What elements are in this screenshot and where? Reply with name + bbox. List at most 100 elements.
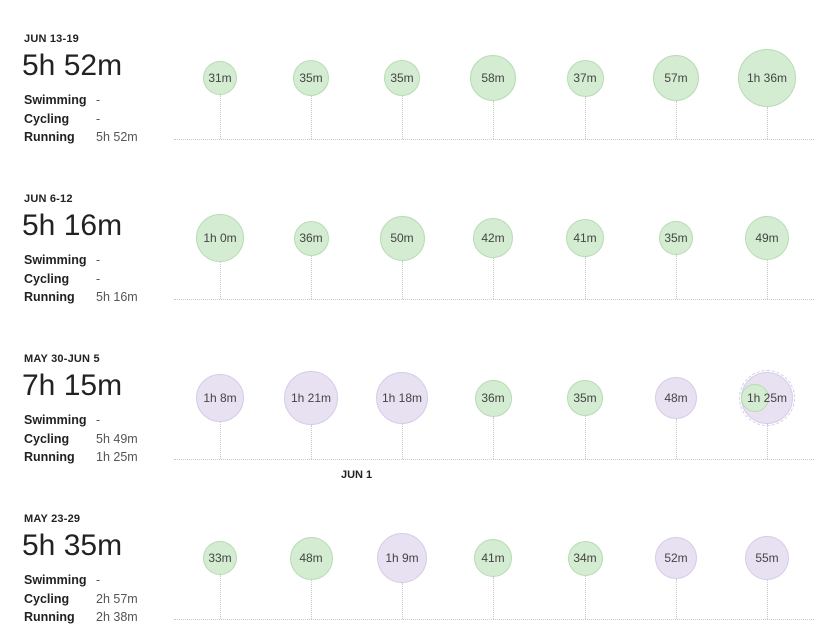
sport-summary-row: Swimming - [24, 252, 100, 268]
sport-name: Swimming [24, 573, 87, 587]
day-duration-label: 1h 9m [385, 551, 419, 565]
day-stem [493, 577, 494, 619]
day-duration-label: 48m [664, 391, 688, 405]
day-activity-bubble[interactable]: 58m [470, 55, 516, 101]
sport-summary-row: Swimming - [24, 92, 100, 108]
week-total-time: 5h 16m [22, 209, 123, 242]
sport-duration: - [96, 93, 101, 107]
week-baseline [174, 459, 814, 460]
day-activity-bubble[interactable]: 35m [567, 380, 603, 416]
sport-duration: 2h 57m [96, 591, 138, 606]
sport-name: Running [24, 610, 75, 624]
day-duration-label: 58m [481, 71, 505, 85]
sport-name: Running [24, 130, 75, 144]
sport-duration: 5h 16m [96, 290, 138, 304]
day-stem [220, 575, 221, 619]
week-range-label: MAY 30-JUN 5 [24, 353, 100, 365]
day-duration-label: 35m [573, 391, 597, 405]
day-duration-label: 36m [299, 231, 323, 245]
week-total-time: 7h 15m [22, 369, 123, 402]
day-stem [311, 96, 312, 139]
day-stem [767, 424, 768, 459]
day-activity-bubble[interactable]: 41m [566, 219, 604, 257]
sport-summary-row: Cycling - [24, 111, 100, 127]
day-activity-bubble[interactable]: 1h 21m [284, 371, 338, 425]
week-summary: JUN 13-19 5h 52m Swimming - Cycling - Running 5… [0, 0, 820, 160]
day-stem [311, 425, 312, 459]
day-stem [585, 416, 586, 459]
day-activity-bubble[interactable]: 37m [566, 59, 604, 97]
day-duration-label: 41m [573, 231, 597, 245]
sport-summary-row: Running 5h 16m [24, 289, 138, 305]
day-activity-bubble[interactable]: 1h 0m [196, 214, 244, 262]
sport-summary-row: Swimming - [24, 572, 100, 588]
day-activity-bubble[interactable]: 49m [745, 216, 789, 260]
day-duration-label: 35m [664, 231, 688, 245]
week-summary: JUN 6-12 5h 16m Swimming - Cycling - Running 5h… [0, 160, 820, 320]
day-activity-bubble[interactable]: 31m [203, 61, 237, 95]
running-sub-bubble [741, 384, 769, 412]
sport-name: Running [24, 450, 75, 464]
day-activity-bubble[interactable]: 41m [474, 539, 512, 577]
day-duration-label: 37m [573, 71, 597, 85]
day-duration-label: 57m [664, 71, 688, 85]
sport-duration: 2h 38m [96, 610, 138, 624]
week-baseline [174, 139, 814, 140]
sport-summary-row: Swimming - [24, 412, 100, 428]
sport-name: Swimming [24, 413, 87, 427]
sport-summary-row: Cycling - [24, 271, 100, 287]
day-stem [767, 580, 768, 619]
day-stem [493, 416, 494, 459]
day-duration-label: 1h 0m [203, 231, 237, 245]
day-activity-bubble[interactable]: 48m [655, 377, 697, 419]
day-activity-bubble[interactable]: 1h 8m [196, 374, 244, 422]
day-duration-label: 36m [481, 391, 505, 405]
sport-duration: - [96, 111, 101, 126]
day-activity-bubble[interactable]: 1h 25m [739, 370, 795, 426]
day-stem [311, 255, 312, 299]
day-stem [585, 96, 586, 139]
day-activity-bubble[interactable]: 36m [293, 220, 329, 256]
sport-duration: - [96, 253, 101, 267]
day-stem [676, 419, 677, 459]
day-activity-bubble[interactable]: 48m [289, 536, 333, 580]
sport-name: Cycling [24, 591, 70, 606]
day-duration-label: 34m [573, 551, 597, 565]
day-activity-bubble[interactable]: 52m [655, 537, 697, 579]
day-duration-label: 50m [390, 231, 414, 245]
day-stem [493, 258, 494, 299]
day-activity-bubble[interactable]: 36m [474, 379, 512, 417]
sport-duration: - [96, 413, 101, 427]
sport-summary-row: Running 2h 38m [24, 609, 138, 625]
sport-summary-row: Cycling 2h 57m [24, 591, 138, 607]
day-activity-bubble[interactable]: 33m [203, 541, 237, 575]
day-stem [676, 255, 677, 299]
day-stem [311, 579, 312, 619]
day-activity-bubble[interactable]: 55m [745, 536, 789, 580]
day-duration-label: 52m [664, 551, 688, 565]
day-activity-bubble[interactable]: 1h 36m [738, 49, 796, 107]
day-activity-bubble[interactable]: 35m [293, 60, 329, 96]
day-activity-bubble[interactable]: 35m [384, 60, 420, 96]
activity-outline-ring [739, 370, 795, 426]
day-duration-label: 41m [481, 551, 505, 565]
day-stem [585, 575, 586, 619]
day-activity-bubble[interactable]: 1h 9m [377, 533, 427, 583]
day-duration-label: 42m [481, 231, 505, 245]
day-activity-bubble[interactable]: 1h 18m [376, 372, 428, 424]
week-summary: MAY 23-29 5h 35m Swimming - Cycling 2h 57m Run… [0, 480, 820, 640]
sport-summary-row: Running 1h 25m [24, 449, 138, 465]
day-activity-bubble[interactable]: 42m [473, 218, 513, 258]
week-summary: MAY 30-JUN 5 7h 15m Swimming - Cycling 5h 49m… [0, 320, 820, 481]
day-activity-bubble[interactable]: 34m [567, 540, 603, 576]
day-duration-label: 55m [755, 551, 779, 565]
day-activity-bubble[interactable]: 35m [659, 221, 693, 255]
day-activity-bubble[interactable]: 57m [653, 55, 699, 101]
day-duration-label: 48m [299, 551, 323, 565]
day-stem [402, 260, 403, 299]
day-stem [676, 101, 677, 139]
day-stem [402, 583, 403, 619]
week-range-label: JUN 6-12 [24, 193, 73, 205]
week-total-time: 5h 35m [22, 529, 123, 562]
day-activity-bubble[interactable]: 50m [379, 215, 425, 261]
